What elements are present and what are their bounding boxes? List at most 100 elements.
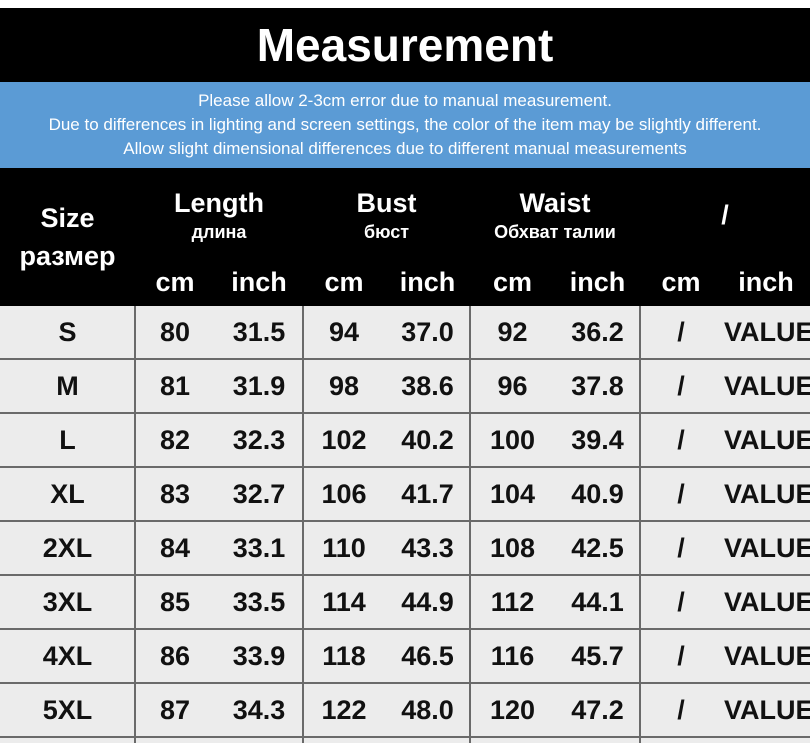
table-cell: 2XL [42,532,93,563]
table-cell: 47.2 [571,694,624,725]
table-cell: / [677,532,685,563]
unit-header: inch [231,266,287,297]
table-cell: 31.9 [232,370,286,401]
column-line [134,306,136,743]
table-cell: 122 [321,694,367,725]
group-name: Bust [356,188,417,218]
table-cell: 31.5 [232,316,286,347]
table-cell: 112 [490,586,535,617]
table-cell: 106 [321,478,367,509]
note: Due to differences in lighting and scree… [48,115,762,134]
group-name: / [721,200,729,230]
group-header: Waist Обхват талии [470,168,640,258]
note: Please allow 2-3cm error due to manual m… [198,91,612,110]
table-cell: 92 [497,316,528,347]
table-cell: XL [50,478,85,509]
table-cell: 33.1 [232,532,286,563]
table-cell: 104 [489,478,536,509]
group-sub: длина [191,222,247,242]
unit-header: inch [569,266,626,297]
table-cell: 40.2 [401,424,454,455]
table-cell: VALUE [724,640,810,671]
table-cell: 4XL [42,640,93,671]
table-cell: 120 [489,694,536,725]
table-cell: 34.3 [232,694,286,725]
table-cell: / [677,424,685,455]
table-cell: 96 [497,370,528,401]
table-cell: 5XL [42,694,93,725]
unit-header: inch [738,266,794,297]
table-cell: / [677,694,685,725]
table-cell: 87 [159,694,191,725]
table-cell: 81 [159,370,191,401]
table-cell: 85 [159,586,191,617]
notes: Please allow 2-3cm error due to manual m… [0,82,810,168]
table-cell: 3XL [42,586,93,617]
table-row-partial [0,738,810,743]
table-cell: 116 [490,640,535,671]
table-cell: 46.5 [401,640,454,671]
table-cell: 43.3 [401,532,454,563]
size-header: Size размер [0,168,135,306]
table-cell: 38.6 [401,370,454,401]
column-line [639,306,641,743]
table-cell: 36.2 [571,316,624,347]
table-cell: 33.5 [232,586,286,617]
table-cell: L [59,424,76,455]
table-cell: 32.3 [232,424,286,455]
unit-header: cm [661,266,701,297]
unit-header: cm [492,266,533,297]
table-cell: / [677,640,685,671]
table-cell: 86 [159,640,191,671]
table-cell: 41.7 [401,478,454,509]
table-cell: VALUE [724,370,810,401]
table-cell: 108 [489,532,536,563]
table-cell: M [56,370,79,401]
table-cell: 37.0 [401,316,454,347]
table-cell: 100 [489,424,536,455]
table-cell: VALUE [724,694,810,725]
table-cell: 83 [159,478,191,509]
table-cell: 94 [328,316,360,347]
table-cell: 44.9 [401,586,454,617]
table-cell: 48.0 [401,694,454,725]
table-cell: 42.5 [571,532,624,563]
group-name: Length [174,188,264,218]
column-line [469,306,471,743]
group-sub: бюст [363,222,410,242]
group-name: Waist [519,188,591,218]
table-cell: 102 [321,424,367,455]
title: Measurement [0,8,810,82]
table-cell: 39.4 [571,424,624,455]
size-header-text: Size [40,203,95,233]
table-cell: 37.8 [571,370,624,401]
note: Allow slight dimensional differences due… [123,139,687,158]
table-cell: 98 [328,370,360,401]
group-header: / [640,168,810,258]
table-cell: 44.1 [571,586,624,617]
table-cell: S [58,316,77,347]
unit-header: cm [155,266,195,297]
table-cell: 82 [159,424,191,455]
table-cell: 114 [322,586,366,617]
table-cell: VALUE [724,316,810,347]
table-cell: / [677,586,685,617]
table-cell: / [677,316,685,347]
group-sub: Обхват талии [494,222,616,242]
table-cell: 110 [322,532,366,563]
table-cell: 33.9 [232,640,286,671]
table-cell: 40.9 [571,478,624,509]
unit-header: cm [324,266,364,297]
column-line [302,306,304,743]
table-cell: 118 [322,640,366,671]
table-cell: VALUE [724,478,810,509]
table-cell: / [677,478,685,509]
table-cell: VALUE [724,532,810,563]
group-header: Bust бюст [303,168,470,258]
unit-header: inch [399,266,456,297]
table-cell: / [677,370,685,401]
table-cell: VALUE [724,586,810,617]
table-header: Size размер Length длина cm inch Bust бюст cm inc… [0,168,810,306]
table-cell: 32.7 [232,478,286,509]
